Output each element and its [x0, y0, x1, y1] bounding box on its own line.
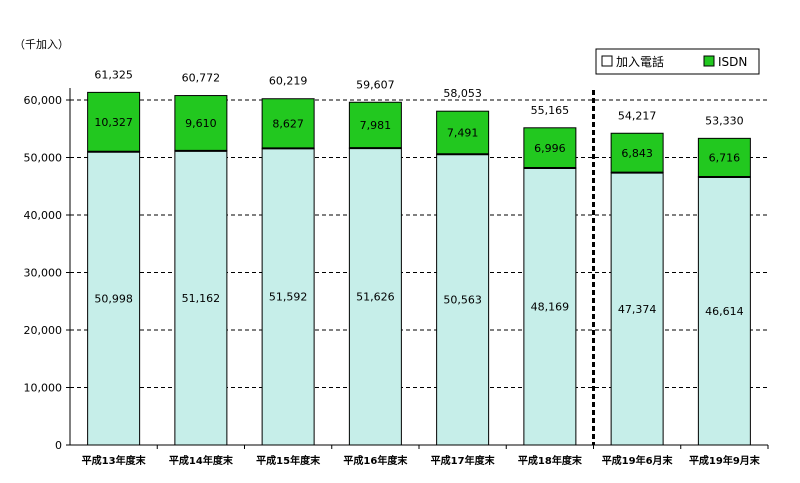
bar-isdn	[436, 110, 490, 155]
legend-box	[595, 48, 760, 75]
x-category-label: 平成18年度末	[518, 454, 583, 467]
value-label-isdn: 6,716	[709, 152, 741, 165]
legend-swatch-isdn	[703, 55, 715, 67]
value-label-subscriber-phone: 50,563	[443, 294, 482, 307]
y-tick-label: 50,000	[24, 152, 63, 165]
bar-subscriber-phone	[697, 176, 751, 446]
bars	[87, 91, 751, 446]
value-label-isdn: 9,610	[185, 117, 217, 130]
value-label-isdn: 6,996	[534, 142, 566, 155]
x-category-label: 平成17年度末	[431, 454, 496, 467]
legend: 加入電話 ISDN	[595, 48, 760, 75]
value-label-total: 60,219	[269, 75, 308, 88]
bar-isdn	[610, 132, 664, 174]
value-label-subscriber-phone: 51,626	[356, 291, 395, 304]
bar-isdn	[87, 91, 141, 153]
bar-subscriber-phone	[348, 147, 402, 446]
bar-subscriber-phone	[87, 151, 141, 446]
legend-label-isdn: ISDN	[718, 55, 747, 69]
y-tick-label: 30,000	[24, 267, 63, 280]
value-label-total: 55,165	[531, 104, 570, 117]
bar-isdn	[523, 127, 577, 169]
x-category-label: 平成14年度末	[169, 454, 234, 467]
data-labels: 50,998 10,327 61,325 51,162 9,610 60,772 51,59…	[94, 68, 743, 318]
y-tick-label: 60,000	[24, 94, 63, 107]
value-label-total: 61,325	[94, 68, 133, 81]
value-label-isdn: 8,627	[272, 118, 304, 131]
x-category-label: 平成16年度末	[343, 454, 408, 467]
x-category-label: 平成13年度末	[82, 454, 147, 467]
bar-subscriber-phone	[523, 167, 577, 446]
x-axis: 平成13年度末 平成14年度末 平成15年度末 平成16年度末 平成17年度末 平成18年…	[70, 444, 769, 467]
legend-swatch-subscriber-phone	[601, 55, 613, 67]
legend-label-subscriber-phone: 加入電話	[616, 54, 664, 69]
y-tick-label: 0	[55, 439, 62, 452]
x-category-label: 平成19年6月末	[602, 454, 674, 467]
bar-subscriber-phone	[436, 153, 490, 446]
value-label-total: 59,607	[356, 78, 395, 91]
bar-isdn	[348, 101, 402, 149]
value-label-subscriber-phone: 51,592	[269, 291, 308, 304]
bar-subscriber-phone	[610, 172, 664, 446]
value-label-subscriber-phone: 47,374	[618, 303, 657, 316]
value-label-total: 60,772	[182, 72, 221, 85]
bar-subscriber-phone	[261, 147, 315, 446]
bar-isdn	[261, 98, 315, 149]
y-tick-label: 20,000	[24, 324, 63, 337]
value-label-isdn: 6,843	[621, 147, 653, 160]
value-label-isdn: 7,981	[360, 119, 392, 132]
bar-isdn	[697, 137, 751, 178]
value-label-subscriber-phone: 51,162	[182, 292, 221, 305]
y-tick-label: 40,000	[24, 209, 63, 222]
value-label-total: 53,330	[705, 114, 744, 127]
value-label-total: 54,217	[618, 109, 657, 122]
value-label-subscriber-phone: 48,169	[531, 301, 570, 314]
y-tick-label: 10,000	[24, 382, 63, 395]
value-label-total: 58,053	[443, 87, 482, 100]
value-label-subscriber-phone: 46,614	[705, 305, 744, 318]
value-label-subscriber-phone: 50,998	[94, 292, 133, 305]
y-unit-label: （千加入）	[14, 38, 69, 51]
y-axis: 0 10,000 20,000 30,000 40,000 50,000 60,000	[24, 88, 71, 452]
value-label-isdn: 10,327	[94, 116, 133, 129]
value-label-isdn: 7,491	[447, 127, 479, 140]
x-category-label: 平成15年度末	[256, 454, 321, 467]
x-category-label: 平成19年9月末	[689, 454, 761, 467]
